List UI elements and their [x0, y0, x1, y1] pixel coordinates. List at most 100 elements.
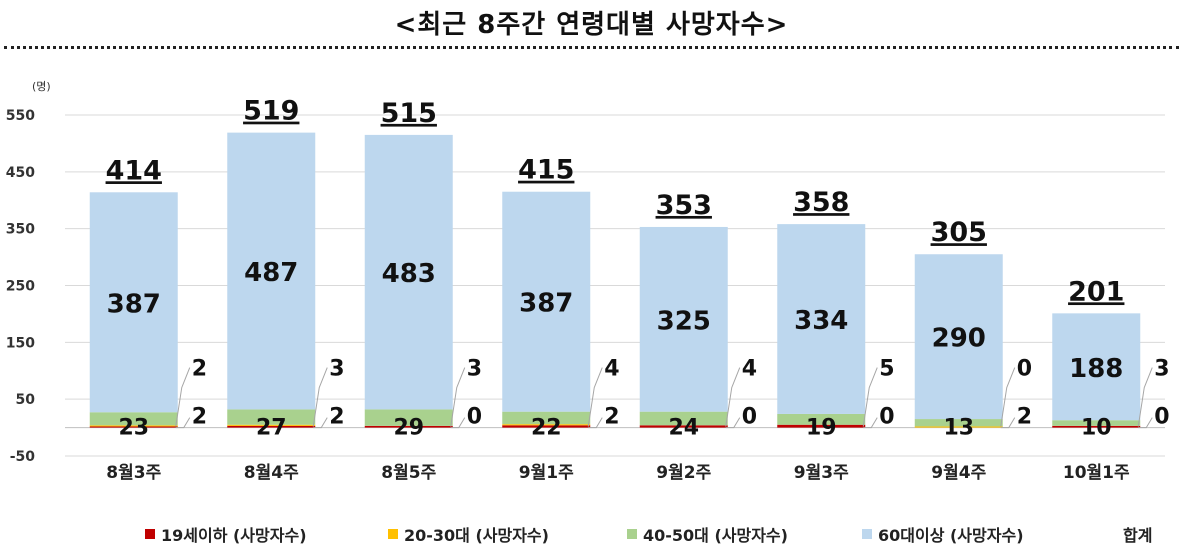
legend-swatch: [862, 529, 872, 539]
bar-segment: [502, 424, 591, 426]
data-label-19-under: 4: [604, 357, 619, 382]
data-label-20-30: 2: [604, 405, 619, 430]
bar-segment: [364, 409, 453, 426]
data-label-total: 414: [106, 155, 162, 186]
x-tick-label: 9월1주: [519, 463, 574, 483]
y-unit-label: (명): [32, 80, 51, 93]
bar-segment: [1052, 313, 1141, 421]
bar-segment: [1052, 420, 1141, 426]
data-label-total: 515: [381, 98, 437, 129]
bar-segment: [639, 226, 728, 412]
legend-swatch: [388, 529, 398, 539]
data-label-20-30: 0: [742, 405, 757, 430]
data-label-40-50: 24: [668, 416, 699, 441]
bar-segment: [777, 424, 866, 428]
legend-label: 20-30대 (사망자수): [404, 526, 549, 545]
data-label-19-under: 5: [879, 357, 894, 382]
data-label-60plus: 290: [932, 324, 986, 354]
legend-item: 19세이하 (사망자수): [145, 522, 307, 546]
legend-swatch: [627, 529, 637, 539]
data-label-60plus: 188: [1069, 354, 1123, 384]
data-label-total: 353: [656, 190, 712, 221]
x-tick-label: 9월4주: [931, 463, 986, 483]
bar-segment: [89, 426, 178, 428]
bar-segment: [914, 254, 1003, 420]
x-tick-label: 9월2주: [656, 463, 711, 483]
bar-segment: [502, 411, 591, 425]
data-label-60plus: 487: [244, 258, 298, 288]
bar-segment: [502, 191, 591, 412]
legend-item: 60대이상 (사망자수): [862, 522, 1024, 546]
bar-segment: [364, 134, 453, 410]
data-label-total: 358: [793, 187, 849, 218]
bar-segment: [777, 224, 866, 414]
data-label-60plus: 387: [519, 289, 573, 319]
x-tick-label: 8월5주: [381, 463, 436, 483]
leader-line: [312, 367, 328, 429]
data-label-19-under: 3: [467, 357, 482, 382]
bar-segment: [364, 425, 453, 428]
y-tick-label: 50: [16, 392, 36, 408]
data-label-60plus: 483: [382, 259, 436, 289]
bar-segment: [227, 409, 316, 425]
data-label-20-30: 2: [1017, 405, 1032, 430]
title-divider: [4, 46, 1179, 49]
data-label-19-under: 3: [329, 357, 344, 382]
leader-line: [1000, 367, 1016, 429]
bar-segment: [227, 132, 316, 410]
y-tick-label: 150: [6, 335, 35, 351]
bar-segment: [639, 411, 728, 426]
bar-segment: [914, 426, 1003, 428]
data-label-20-30: 0: [467, 405, 482, 430]
leader-line: [450, 367, 466, 429]
leader-line: [175, 367, 191, 429]
y-tick-label: -50: [10, 449, 36, 465]
data-label-19-under: 3: [1154, 357, 1169, 382]
data-label-40-50: 19: [806, 416, 837, 441]
bar-segment: [89, 425, 178, 427]
bar-segment: [89, 192, 178, 413]
y-tick-label: 550: [6, 108, 35, 124]
data-label-20-30: 2: [192, 405, 207, 430]
data-label-total: 305: [931, 217, 987, 248]
bar-segment: [639, 425, 728, 428]
x-tick-label: 8월4주: [244, 463, 299, 483]
bar-segment: [1052, 425, 1141, 428]
data-label-20-30: 2: [329, 405, 344, 430]
legend-label: 19세이하 (사망자수): [161, 526, 307, 545]
data-label-20-30: 0: [879, 405, 894, 430]
data-label-40-50: 13: [943, 416, 974, 441]
data-label-60plus: 334: [794, 306, 848, 336]
data-label-40-50: 27: [256, 416, 287, 441]
y-tick-label: 450: [6, 165, 35, 181]
stacked-bar-chart: (명)55045035025015050-5038723414228월3주487…: [6, 80, 1170, 483]
leader-line: [725, 367, 741, 429]
data-label-total: 415: [518, 155, 574, 186]
data-label-60plus: 325: [657, 306, 711, 336]
legend-item: 40-50대 (사망자수): [627, 522, 788, 546]
data-label-60plus: 387: [107, 289, 161, 319]
data-label-20-30: 0: [1154, 405, 1169, 430]
leader-line: [1137, 367, 1153, 429]
data-label-19-under: 0: [1017, 357, 1032, 382]
data-label-40-50: 29: [393, 416, 424, 441]
leader-line: [587, 367, 603, 429]
chart-legend: 19세이하 (사망자수) 20-30대 (사망자수) 40-50대 (사망자수) 60…: [0, 518, 1183, 548]
x-tick-label: 9월3주: [794, 463, 849, 483]
bar-segment: [777, 413, 866, 425]
legend-item: 20-30대 (사망자수): [388, 522, 549, 546]
legend-label: 40-50대 (사망자수): [643, 526, 788, 545]
leader-line: [862, 367, 878, 429]
data-label-19-under: 2: [192, 357, 207, 382]
data-label-40-50: 10: [1081, 416, 1112, 441]
legend-label: 60대이상 (사망자수): [878, 526, 1024, 545]
bar-segment: [502, 425, 591, 428]
bar-segment: [227, 424, 316, 426]
data-label-40-50: 23: [118, 416, 149, 441]
legend-total-label: 합계: [1123, 526, 1153, 545]
bar-segment: [914, 419, 1003, 427]
data-label-19-under: 4: [742, 357, 757, 382]
data-label-total: 519: [243, 96, 299, 127]
x-tick-label: 8월3주: [106, 463, 161, 483]
legend-swatch: [145, 529, 155, 539]
